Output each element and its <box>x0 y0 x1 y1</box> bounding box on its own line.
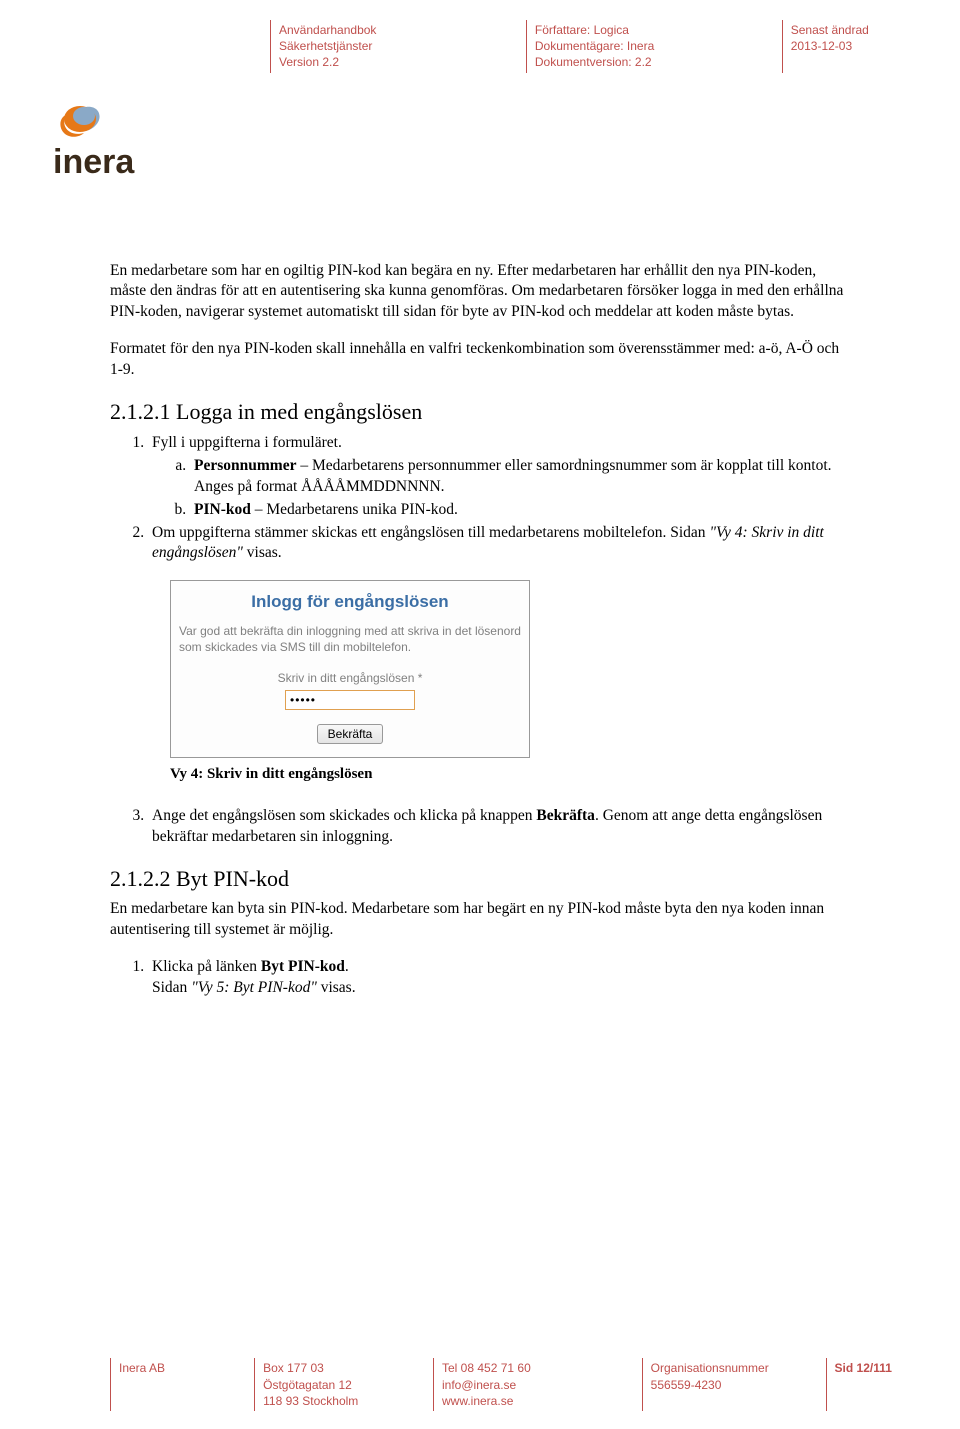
list-item: PIN-kod – Medarbetarens unika PIN-kod. <box>190 500 850 521</box>
footer-col-address: Box 177 03 Östgötagatan 12 118 93 Stockh… <box>254 1358 433 1411</box>
header-text: Författare: Logica <box>535 22 774 38</box>
list-item: Personnummer – Medarbetarens personnumme… <box>190 456 850 498</box>
document-footer: Inera AB Box 177 03 Östgötagatan 12 118 … <box>110 1358 915 1411</box>
inera-logo: inera <box>50 103 900 181</box>
otp-label: Skriv in ditt engångslösen * <box>179 670 521 686</box>
header-text: 2013-12-03 <box>791 38 892 54</box>
text-bold: Bekräfta <box>536 807 595 824</box>
ordered-list: Fyll i uppgifterna i formuläret. Personn… <box>110 433 850 565</box>
term-label: Personnummer <box>194 457 296 474</box>
header-col-1: Användarhandbok Säkerhetstjänster Versio… <box>270 20 526 73</box>
text: Om uppgifterna stämmer skickas ett engån… <box>152 524 709 541</box>
footer-text: Box 177 03 <box>263 1360 425 1376</box>
footer-text: 556559-4230 <box>651 1377 818 1393</box>
panel-title: Inlogg för engångslösen <box>179 591 521 614</box>
list-item-text: Fyll i uppgifterna i formuläret. <box>152 434 342 451</box>
footer-text: info@inera.se <box>442 1377 634 1393</box>
header-text: Dokumentversion: 2.2 <box>535 54 774 70</box>
document-header: Användarhandbok Säkerhetstjänster Versio… <box>270 20 900 73</box>
text: Ange det engångslösen som skickades och … <box>152 807 536 824</box>
footer-col-company: Inera AB <box>110 1358 254 1411</box>
header-col-2: Författare: Logica Dokumentägare: Inera … <box>526 20 782 73</box>
header-col-3: Senast ändrad 2013-12-03 <box>782 20 900 73</box>
confirm-button[interactable]: Bekräfta <box>317 724 384 744</box>
term-label: PIN-kod <box>194 501 251 518</box>
list-item: Ange det engångslösen som skickades och … <box>148 806 850 848</box>
ordered-list: Klicka på länken Byt PIN-kod. Sidan "Vy … <box>110 957 850 999</box>
text: visas. <box>317 979 356 996</box>
text-italic: "Vy 5: Byt PIN-kod" <box>191 979 317 996</box>
header-text: Säkerhetstjänster <box>279 38 518 54</box>
text: Klicka på länken <box>152 958 261 975</box>
footer-col-contact: Tel 08 452 71 60 info@inera.se www.inera… <box>433 1358 642 1411</box>
paragraph: En medarbetare som har en ogiltig PIN-ko… <box>110 261 850 324</box>
ordered-list-alpha: Personnummer – Medarbetarens personnumme… <box>152 456 850 521</box>
login-panel: Inlogg för engångslösen Var god att bekr… <box>170 580 530 757</box>
footer-col-page: Sid 12/111 <box>826 1358 916 1411</box>
header-text: Version 2.2 <box>279 54 518 70</box>
section-heading: 2.1.2.1 Logga in med engångslösen <box>110 397 850 427</box>
paragraph: En medarbetare kan byta sin PIN-kod. Med… <box>110 899 850 941</box>
term-desc: – Medarbetarens unika PIN-kod. <box>251 501 458 518</box>
text: visas. <box>243 544 282 561</box>
footer-col-orgnr: Organisationsnummer 556559-4230 <box>642 1358 826 1411</box>
paragraph: Formatet för den nya PIN-koden skall inn… <box>110 339 850 381</box>
otp-input[interactable] <box>285 690 415 710</box>
footer-text: Inera AB <box>119 1360 246 1376</box>
footer-text: Östgötagatan 12 <box>263 1377 425 1393</box>
footer-text: 118 93 Stockholm <box>263 1393 425 1409</box>
panel-description: Var god att bekräfta din inloggning med … <box>179 624 521 655</box>
list-item: Klicka på länken Byt PIN-kod. Sidan "Vy … <box>148 957 850 999</box>
footer-text: Tel 08 452 71 60 <box>442 1360 634 1376</box>
section-heading: 2.1.2.2 Byt PIN-kod <box>110 864 850 894</box>
header-text: Senast ändrad <box>791 22 892 38</box>
logo-icon: inera <box>50 103 160 181</box>
footer-text: Organisationsnummer <box>651 1360 818 1376</box>
text: . <box>345 958 349 975</box>
footer-text: www.inera.se <box>442 1393 634 1409</box>
list-item: Fyll i uppgifterna i formuläret. Personn… <box>148 433 850 521</box>
header-text: Dokumentägare: Inera <box>535 38 774 54</box>
page-number: Sid 12/111 <box>835 1360 908 1376</box>
text: Sidan <box>152 979 191 996</box>
header-text: Användarhandbok <box>279 22 518 38</box>
document-body: En medarbetare som har en ogiltig PIN-ko… <box>110 261 850 1000</box>
list-item: Om uppgifterna stämmer skickas ett engån… <box>148 523 850 565</box>
ordered-list: Ange det engångslösen som skickades och … <box>110 806 850 848</box>
figure-caption: Vy 4: Skriv in ditt engångslösen <box>170 764 850 784</box>
text-bold: Byt PIN-kod <box>261 958 345 975</box>
svg-text:inera: inera <box>53 143 135 181</box>
